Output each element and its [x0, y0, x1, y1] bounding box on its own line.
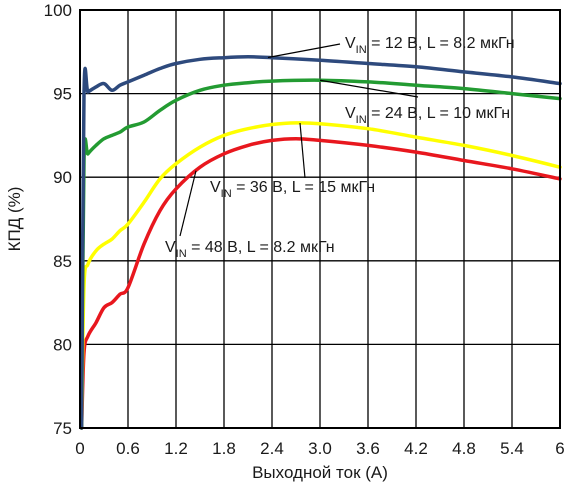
x-tick-label: 0.6	[116, 439, 140, 458]
y-tick-label: 100	[44, 1, 72, 20]
y-axis-title: КПД (%)	[5, 187, 24, 252]
annotation-leader-4	[179, 170, 197, 237]
series-label-3: VIN = 36 В, L = 15 мкГн	[210, 179, 375, 200]
series-label-2: VIN = 24 В, L = 10 мкГн	[345, 105, 510, 126]
series-line-3	[79, 121, 562, 430]
plot-frame	[79, 9, 561, 429]
x-tick-label: 6	[555, 439, 564, 458]
x-tick-label: 3.6	[356, 439, 380, 458]
series-curves	[79, 55, 562, 430]
series-line-4	[79, 136, 562, 430]
series-annotations: VIN = 12 В, L = 8.2 мкГн VIN = 24 В, L = …	[165, 35, 515, 260]
x-tick-label: 3.0	[308, 439, 332, 458]
x-tick-label: 5.4	[500, 439, 524, 458]
y-tick-label: 90	[53, 168, 72, 187]
x-tick-label: 1.2	[164, 439, 188, 458]
annotation-leader-1	[267, 43, 341, 59]
x-tick-label: 4.8	[452, 439, 476, 458]
y-tick-label: 80	[53, 335, 72, 354]
y-tick-labels: 75 80 85 90 95 100	[44, 1, 72, 438]
series-label-1: VIN = 12 В, L = 8.2 мкГн	[345, 35, 515, 56]
y-tick-label: 95	[53, 85, 72, 104]
y-tick-label: 75	[53, 419, 72, 438]
annotation-leader-2	[319, 79, 419, 98]
x-tick-labels: 0 0.6 1.2 1.8 2.4 3.0 3.6 4.2 4.8 5.4 6	[75, 439, 564, 458]
annotation-leader-3	[299, 122, 306, 179]
x-tick-label: 1.8	[212, 439, 236, 458]
series-label-4: VIN = 48 В, L = 8.2 мкГн	[165, 239, 335, 260]
x-tick-label: 2.4	[260, 439, 284, 458]
series-line-2	[79, 78, 562, 430]
x-tick-label: 4.2	[404, 439, 428, 458]
x-axis-title: Выходной ток (А)	[252, 463, 388, 482]
y-tick-label: 85	[53, 252, 72, 271]
series-line-1	[79, 55, 562, 430]
x-tick-label: 0	[75, 439, 84, 458]
